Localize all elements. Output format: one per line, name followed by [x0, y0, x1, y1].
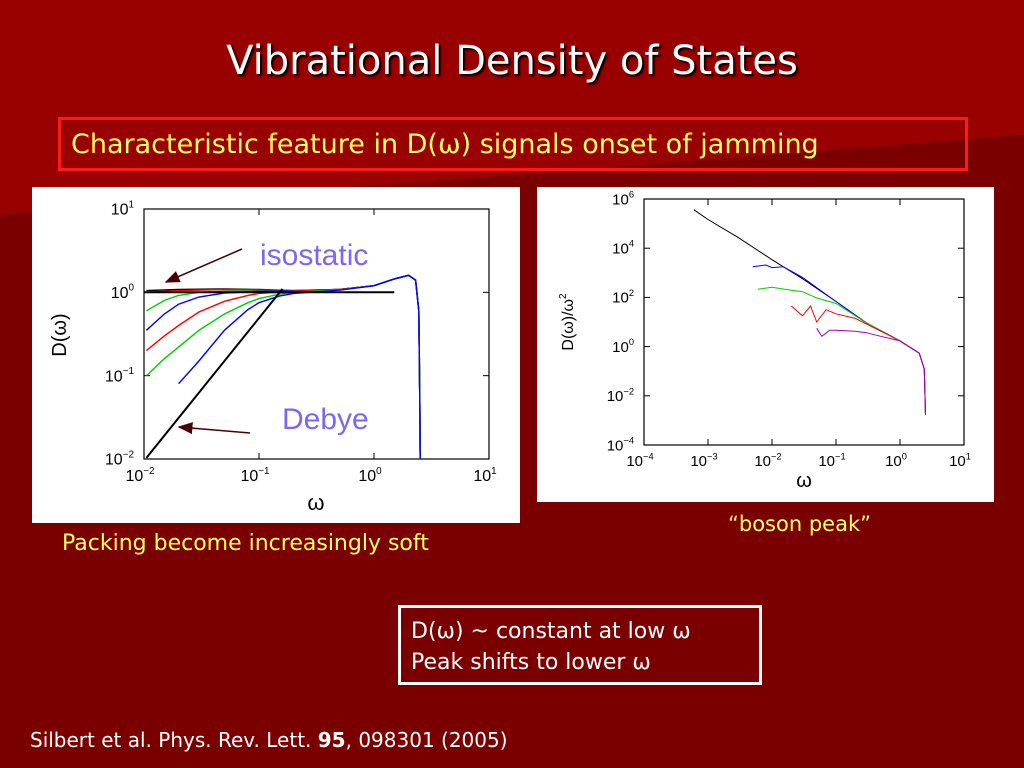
y-tick-label: 10−2	[105, 449, 135, 468]
series-line-1	[693, 209, 926, 415]
reference-authors: Silbert et al. Phys. Rev. Lett.	[30, 728, 318, 752]
x-tick-label: 101	[949, 451, 971, 470]
y-tick-label: 102	[612, 288, 634, 307]
y-tick-label: 100	[111, 283, 135, 302]
y-axis-label-main: D(ω)/ω	[560, 299, 577, 351]
y-tick-label: 104	[612, 239, 634, 258]
x-tick-label: 10−2	[125, 466, 155, 485]
highlight-text: Characteristic feature in D(ω) signals o…	[71, 129, 819, 160]
isostatic-label: isostatic	[260, 239, 368, 272]
note-line-1: D(ω) ~ constant at low ω	[411, 619, 691, 644]
highlight-box: Characteristic feature in D(ω) signals o…	[58, 117, 968, 171]
y-tick-label: 100	[612, 337, 634, 356]
y-tick-label: 10−4	[607, 436, 634, 455]
x-tick-label: 10−3	[690, 451, 717, 470]
x-tick-label: 101	[473, 466, 497, 485]
series-line-5	[816, 327, 926, 415]
x-tick-label: 100	[885, 451, 907, 470]
y-axis-label: D(ω)/ω2	[558, 293, 577, 351]
series-line-7	[178, 274, 421, 460]
y-tick-label: 10−1	[105, 366, 135, 385]
slide-title: Vibrational Density of States	[226, 38, 798, 84]
reference-volume: 95	[317, 728, 346, 752]
x-axis-label: ω	[796, 470, 812, 492]
y-tick-label: 106	[612, 190, 634, 209]
notes-box: D(ω) ~ constant at low ω Peak shifts to …	[398, 605, 762, 685]
right-chart: 10−4 10−3 10−2 10−1 100 101 10−4 10−2 100 102 104 1…	[558, 190, 971, 493]
reference: Silbert et al. Phys. Rev. Lett. 95, 0983…	[30, 728, 508, 752]
series-line-3	[757, 286, 926, 415]
y-tick-label: 10−2	[607, 386, 634, 405]
x-tick-label: 100	[358, 466, 382, 485]
y-axis-label: D(ω)	[49, 313, 71, 356]
x-tick-label: 10−1	[818, 451, 845, 470]
plot-frame	[143, 208, 490, 460]
x-tick-label: 10−4	[626, 451, 653, 470]
plot-frame	[643, 198, 965, 446]
Debye-reference-line	[145, 288, 284, 459]
x-tick-label: 10−2	[754, 451, 781, 470]
left-chart-panel: 10−2 10−1 100 101 10−2 10−1 100 101 D(ω) ω isos…	[32, 187, 520, 523]
y-axis-label-sup: 2	[558, 293, 569, 299]
series-line-2	[752, 264, 926, 415]
right-caption: “boson peak”	[728, 512, 871, 536]
x-tick-label: 10−1	[240, 466, 270, 485]
series-line-4	[790, 305, 926, 415]
x-axis-label: ω	[307, 490, 324, 515]
debye-arrow	[177, 422, 251, 435]
left-chart: 10−2 10−1 100 101 10−2 10−1 100 101 D(ω) ω isos…	[49, 199, 497, 515]
left-caption: Packing become increasingly soft	[62, 531, 429, 556]
right-chart-panel: 10−4 10−3 10−2 10−1 100 101 10−4 10−2 100 102 104 1…	[537, 187, 994, 502]
y-tick-label: 101	[111, 199, 135, 218]
debye-label: Debye	[282, 403, 369, 436]
isostatic-arrow	[164, 248, 243, 283]
note-line-2: Peak shifts to lower ω	[411, 650, 651, 675]
reference-rest: , 098301 (2005)	[345, 728, 508, 752]
